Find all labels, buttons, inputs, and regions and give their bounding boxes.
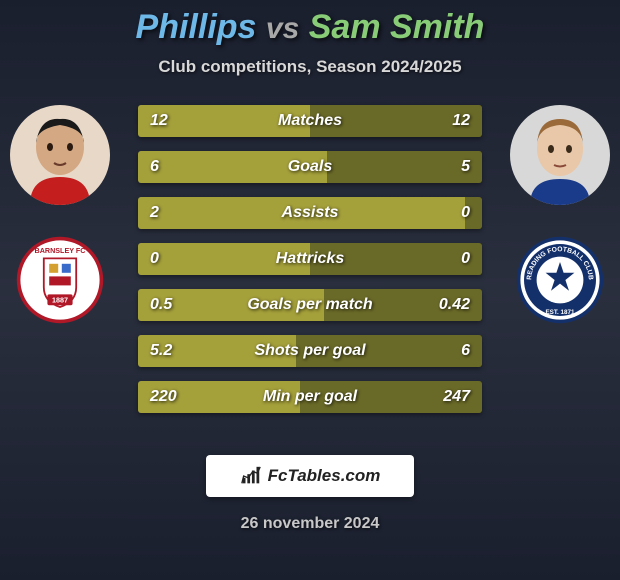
stat-value-right: 0 — [412, 250, 482, 268]
stat-label: Assists — [208, 204, 412, 222]
chart-icon — [240, 465, 262, 487]
stat-value-left: 5.2 — [138, 342, 208, 360]
vs-text: vs — [266, 12, 299, 45]
svg-text:EST. 1871: EST. 1871 — [545, 309, 575, 316]
stat-value-left: 220 — [138, 388, 208, 406]
stat-label: Goals per match — [208, 296, 412, 314]
stat-value-left: 2 — [138, 204, 208, 222]
stats-list: 12Matches126Goals52Assists00Hattricks00.… — [138, 105, 482, 427]
stat-value-left: 12 — [138, 112, 208, 130]
avatar-icon — [510, 105, 610, 205]
club2-badge: READING FOOTBALL CLUB EST. 1871 — [510, 230, 610, 330]
club-crest-icon: READING FOOTBALL CLUB EST. 1871 — [515, 235, 605, 325]
badge-text: FcTables.com — [268, 466, 381, 486]
stat-value-left: 6 — [138, 158, 208, 176]
avatar-icon — [10, 105, 110, 205]
date-label: 26 november 2024 — [0, 515, 620, 533]
page-title: Phillips vs Sam Smith — [0, 0, 620, 47]
stat-row: 0.5Goals per match0.42 — [138, 289, 482, 321]
stat-label: Hattricks — [208, 250, 412, 268]
stat-value-right: 6 — [412, 342, 482, 360]
stat-value-right: 0.42 — [412, 296, 482, 314]
stat-row: 12Matches12 — [138, 105, 482, 137]
stat-row: 220Min per goal247 — [138, 381, 482, 413]
stat-row: 5.2Shots per goal6 — [138, 335, 482, 367]
player2-name: Sam Smith — [309, 8, 485, 46]
svg-text:BARNSLEY FC: BARNSLEY FC — [35, 246, 86, 255]
stat-value-left: 0.5 — [138, 296, 208, 314]
stat-value-right: 0 — [412, 204, 482, 222]
stat-row: 0Hattricks0 — [138, 243, 482, 275]
stat-value-right: 247 — [412, 388, 482, 406]
stat-row: 6Goals5 — [138, 151, 482, 183]
stat-label: Shots per goal — [208, 342, 412, 360]
subtitle: Club competitions, Season 2024/2025 — [0, 57, 620, 77]
stat-value-left: 0 — [138, 250, 208, 268]
club1-badge: BARNSLEY FC 1887 — [10, 230, 110, 330]
stat-value-right: 5 — [412, 158, 482, 176]
stat-value-right: 12 — [412, 112, 482, 130]
player2-avatar — [510, 105, 610, 205]
player1-name: Phillips — [136, 8, 257, 46]
club-crest-icon: BARNSLEY FC 1887 — [15, 235, 105, 325]
stat-label: Min per goal — [208, 388, 412, 406]
source-badge: FcTables.com — [206, 455, 414, 497]
svg-text:1887: 1887 — [52, 296, 68, 305]
comparison-panel: BARNSLEY FC 1887 READING FOOTBALL CLUB E… — [0, 105, 620, 435]
player1-avatar — [10, 105, 110, 205]
stat-label: Goals — [208, 158, 412, 176]
stat-row: 2Assists0 — [138, 197, 482, 229]
stat-label: Matches — [208, 112, 412, 130]
